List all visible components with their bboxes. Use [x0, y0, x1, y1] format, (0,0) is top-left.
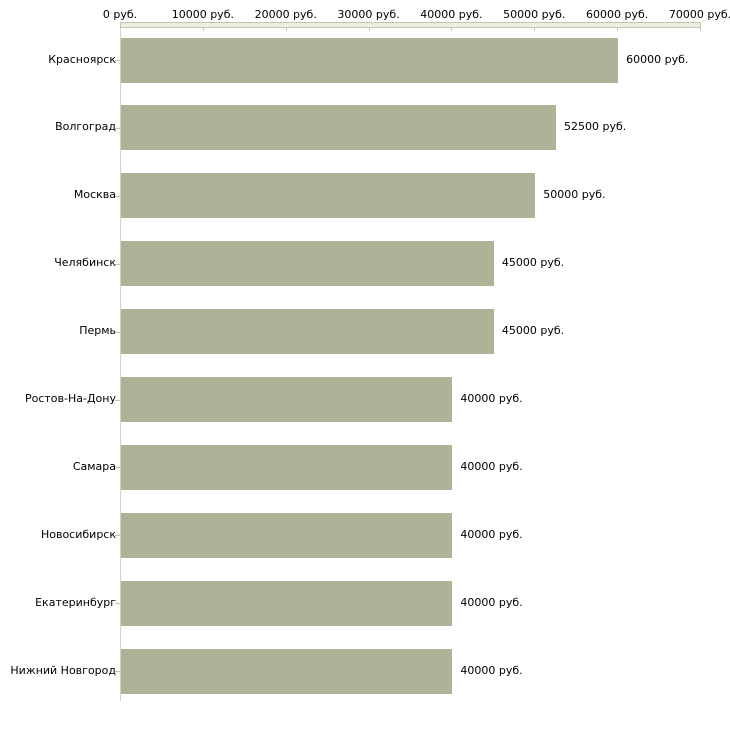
- bar-6: [121, 444, 453, 490]
- category-tick-mark: [115, 331, 120, 333]
- category-label: Новосибирск: [40, 527, 116, 541]
- category-tick-mark: [115, 127, 120, 129]
- bar-0: [121, 37, 619, 83]
- x-axis-tick-label: 0 руб.: [102, 8, 138, 21]
- y-axis-line: [120, 28, 121, 701]
- x-axis-tick-mark: [368, 28, 370, 31]
- value-label: 45000 руб.: [501, 324, 565, 338]
- value-label: 40000 руб.: [460, 663, 523, 677]
- x-axis-tick-label: 30000 руб.: [337, 8, 400, 21]
- x-axis-line: [120, 22, 701, 28]
- value-label: 50000 руб.: [543, 188, 606, 202]
- category-label: Москва: [73, 188, 116, 202]
- bar-2: [121, 173, 536, 219]
- x-axis-tick-label: 40000 руб.: [420, 8, 483, 21]
- value-label: 40000 руб.: [460, 527, 523, 541]
- x-axis-tick-mark: [285, 28, 287, 31]
- category-tick-mark: [115, 603, 120, 605]
- value-label: 40000 руб.: [460, 459, 523, 473]
- category-tick-mark: [115, 263, 120, 265]
- category-tick-mark: [115, 671, 120, 673]
- category-label: Ростов-На-Дону: [24, 392, 116, 405]
- category-tick-mark: [115, 535, 120, 537]
- bar-7: [121, 512, 453, 558]
- x-axis-tick-label: 50000 руб.: [503, 8, 566, 21]
- category-tick-mark: [115, 195, 120, 197]
- x-axis-tick-label: 10000 руб.: [171, 8, 234, 21]
- category-label: Челябинск: [54, 256, 116, 270]
- bar-4: [121, 309, 494, 355]
- x-axis-tick-mark: [202, 28, 204, 31]
- value-label: 60000 руб.: [626, 52, 689, 66]
- bar-5: [121, 377, 453, 422]
- category-label: Красноярск: [48, 52, 116, 66]
- x-axis-tick-label: 20000 руб.: [254, 8, 317, 21]
- bar-8: [121, 580, 453, 626]
- category-label: Самара: [72, 459, 116, 473]
- category-label: Нижний Новгород: [10, 663, 116, 677]
- x-axis-tick-mark: [534, 28, 536, 31]
- category-label: Екатеринбург: [35, 595, 116, 609]
- value-label: 45000 руб.: [501, 256, 565, 270]
- category-label: Пермь: [79, 324, 116, 338]
- category-label: Волгоград: [55, 120, 116, 134]
- bar-9: [121, 648, 453, 694]
- x-axis-tick-mark: [617, 28, 619, 31]
- category-tick-mark: [115, 399, 120, 401]
- x-axis-tick-label: 70000 руб.: [668, 8, 730, 21]
- x-axis-tick-label: 60000 руб.: [586, 8, 649, 21]
- x-axis-tick-mark: [700, 28, 701, 31]
- bar-3: [121, 241, 494, 287]
- bar-1: [121, 105, 556, 151]
- value-label: 52500 руб.: [564, 120, 627, 134]
- category-tick-mark: [115, 60, 120, 61]
- value-label: 40000 руб.: [460, 595, 523, 609]
- category-tick-mark: [115, 467, 120, 469]
- x-axis-tick-mark: [451, 28, 453, 31]
- value-label: 40000 руб.: [460, 392, 523, 405]
